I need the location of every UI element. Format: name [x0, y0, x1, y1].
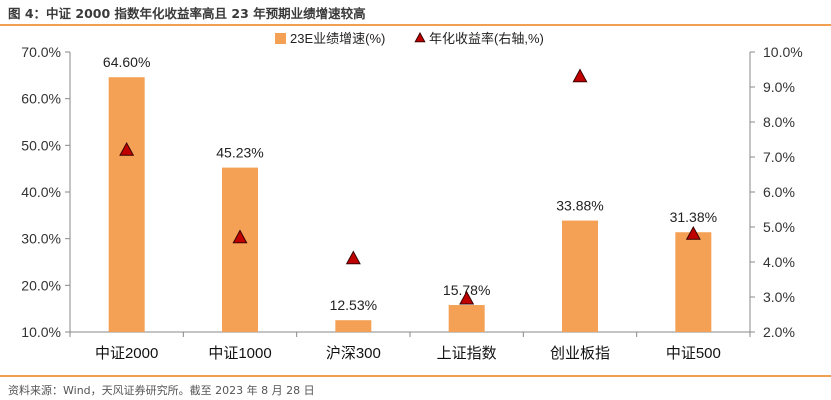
- x-tick-label: 创业板指: [550, 344, 610, 362]
- y-right-tick-label: 8.0%: [763, 114, 795, 130]
- y-right-tick-label: 2.0%: [763, 324, 795, 340]
- bar-value-label: 12.53%: [330, 297, 377, 313]
- x-tick-label: 中证1000: [208, 345, 271, 362]
- source-note: 资料来源：Wind，天风证券研究所。截至 2023 年 8 月 28 日: [8, 384, 315, 397]
- x-tick-label: 沪深300: [326, 345, 381, 362]
- y-right-tick-label: 10.0%: [763, 44, 803, 60]
- legend-triangle-icon: [414, 31, 426, 43]
- triangle-marker: [119, 141, 135, 156]
- figure-title: 图 4：中证 2000 指数年化收益率高且 23 年预期业绩增速较高: [8, 6, 366, 21]
- triangle-marker: [685, 225, 701, 240]
- triangle-marker: [572, 68, 588, 83]
- bar-value-label: 45.23%: [216, 145, 263, 161]
- top-rule: [0, 24, 831, 26]
- y-left-tick-label: 20.0%: [21, 277, 61, 293]
- x-tick-label: 上证指数: [437, 345, 497, 362]
- bar-value-label: 64.60%: [103, 54, 150, 70]
- legend-marker-label: 年化收益率(右轴,%): [429, 31, 544, 46]
- y-right-tick-label: 9.0%: [763, 79, 795, 95]
- bar-value-label: 31.38%: [670, 209, 717, 225]
- triangle-marker: [345, 250, 361, 265]
- y-right-tick-label: 3.0%: [763, 289, 795, 305]
- bar: [222, 167, 258, 332]
- bar-value-label: 33.88%: [556, 198, 603, 214]
- triangle-marker: [459, 290, 475, 305]
- triangle-marker: [232, 229, 248, 244]
- y-left-tick-label: 70.0%: [21, 44, 61, 60]
- y-right-tick-label: 5.0%: [763, 219, 795, 235]
- x-tick-label: 中证500: [666, 345, 721, 362]
- y-left-tick-label: 30.0%: [21, 231, 61, 247]
- y-right-tick-label: 7.0%: [763, 149, 795, 165]
- bar: [675, 232, 712, 332]
- legend-bar-label: 23E业绩增速(%): [290, 31, 385, 46]
- y-left-tick-label: 50.0%: [21, 137, 61, 153]
- y-left-tick-label: 40.0%: [21, 184, 61, 200]
- y-right-tick-label: 4.0%: [763, 254, 795, 270]
- y-left-tick-label: 10.0%: [21, 324, 61, 340]
- x-tick-label: 中证2000: [95, 345, 158, 362]
- y-left-tick-label: 60.0%: [21, 91, 61, 107]
- bottom-rule: [0, 375, 831, 377]
- legend-bar-swatch: [275, 33, 286, 44]
- bar: [448, 305, 485, 332]
- bar: [108, 77, 145, 332]
- bar: [335, 320, 372, 332]
- bar-value-label: 15.78%: [443, 282, 490, 298]
- y-right-tick-label: 6.0%: [763, 184, 795, 200]
- bar: [562, 220, 598, 332]
